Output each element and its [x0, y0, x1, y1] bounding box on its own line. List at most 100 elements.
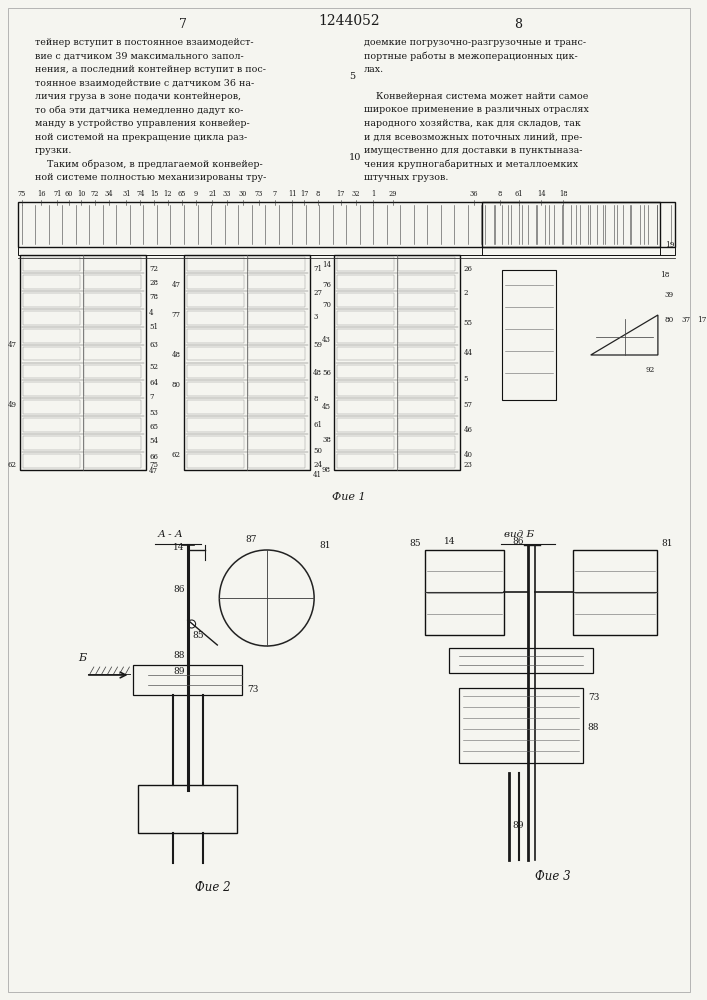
Bar: [337, 436, 394, 450]
Bar: [398, 454, 455, 468]
Text: 81: 81: [662, 540, 673, 548]
Text: широкое применение в различных отраслях: широкое применение в различных отраслях: [363, 105, 588, 114]
Text: штучных грузов.: штучных грузов.: [363, 173, 448, 182]
Text: 36: 36: [470, 190, 479, 198]
Text: 70: 70: [322, 301, 331, 309]
Bar: [23, 454, 80, 468]
Text: 47: 47: [8, 341, 17, 349]
Bar: [84, 364, 141, 378]
Bar: [248, 400, 305, 414]
Text: 39: 39: [665, 291, 674, 299]
Text: 31: 31: [122, 190, 131, 198]
Bar: [337, 382, 394, 396]
Text: 80: 80: [665, 316, 674, 324]
Text: 73: 73: [255, 190, 263, 198]
Bar: [20, 255, 146, 470]
Text: 27: 27: [313, 289, 322, 297]
Text: 73: 73: [588, 694, 599, 702]
Text: 92: 92: [645, 366, 654, 374]
Text: 17: 17: [697, 316, 707, 324]
Text: 19: 19: [665, 241, 674, 249]
Bar: [23, 382, 80, 396]
Bar: [23, 436, 80, 450]
Text: 16: 16: [37, 190, 46, 198]
Text: 17: 17: [300, 190, 308, 198]
Text: 8: 8: [498, 190, 502, 198]
Bar: [84, 311, 141, 325]
Text: 43: 43: [322, 336, 331, 344]
Text: 41: 41: [313, 471, 322, 479]
Bar: [248, 257, 305, 271]
Text: 98: 98: [322, 466, 331, 474]
Text: 59: 59: [313, 341, 322, 349]
Bar: [187, 329, 244, 343]
Text: 86: 86: [512, 538, 524, 546]
Text: 4: 4: [149, 309, 153, 317]
Circle shape: [187, 620, 196, 628]
Text: 55: 55: [463, 319, 472, 327]
Text: 8: 8: [313, 395, 317, 403]
Text: 52: 52: [149, 363, 158, 371]
Bar: [187, 311, 244, 325]
Text: 47: 47: [172, 281, 181, 289]
Bar: [187, 364, 244, 378]
Text: доемкие погрузочно-разгрузочные и транс-: доемкие погрузочно-разгрузочные и транс-: [363, 38, 585, 47]
Bar: [23, 329, 80, 343]
Text: 76: 76: [322, 281, 331, 289]
Text: 30: 30: [239, 190, 247, 198]
Text: 51: 51: [149, 323, 158, 331]
Bar: [248, 382, 305, 396]
Text: 15: 15: [150, 190, 158, 198]
Bar: [84, 382, 141, 396]
Text: 7: 7: [149, 393, 153, 401]
Text: 75: 75: [18, 190, 26, 198]
Bar: [482, 202, 660, 247]
Bar: [398, 418, 455, 432]
Text: 32: 32: [351, 190, 360, 198]
Bar: [84, 418, 141, 432]
Text: 71: 71: [53, 190, 62, 198]
Text: 65: 65: [149, 423, 158, 431]
Bar: [187, 418, 244, 432]
Text: 78: 78: [149, 293, 158, 301]
Text: 14: 14: [173, 544, 185, 552]
Text: 85: 85: [409, 540, 421, 548]
Bar: [398, 293, 455, 307]
Text: и для всевозможных поточных линий, пре-: и для всевозможных поточных линий, пре-: [363, 132, 582, 141]
Text: 1: 1: [371, 190, 375, 198]
Text: 38: 38: [322, 436, 331, 444]
Bar: [460, 688, 583, 763]
Text: ной системе полностью механизированы тру-: ной системе полностью механизированы тру…: [35, 173, 266, 182]
Text: А - А: А - А: [158, 530, 184, 539]
Text: 10: 10: [349, 153, 361, 162]
Text: 46: 46: [463, 426, 472, 434]
Bar: [84, 400, 141, 414]
Text: 1244052: 1244052: [318, 14, 380, 28]
Bar: [248, 364, 305, 378]
Bar: [482, 247, 660, 255]
Text: 23: 23: [463, 461, 472, 469]
Bar: [425, 550, 504, 635]
Bar: [248, 454, 305, 468]
Text: 45: 45: [322, 403, 331, 411]
Text: грузки.: грузки.: [35, 146, 72, 155]
Text: портные работы в межоперационных цик-: портные работы в межоперационных цик-: [363, 51, 578, 61]
Bar: [337, 311, 394, 325]
Bar: [184, 255, 310, 470]
Bar: [18, 202, 674, 247]
Text: 48: 48: [313, 369, 322, 377]
Bar: [502, 270, 556, 400]
Text: 87: 87: [245, 536, 257, 544]
Bar: [84, 436, 141, 450]
Bar: [18, 247, 674, 255]
Text: 89: 89: [513, 820, 525, 830]
Text: 65: 65: [177, 190, 186, 198]
Text: нения, а последний контейнер вступит в пос-: нения, а последний контейнер вступит в п…: [35, 65, 266, 74]
Text: 47: 47: [149, 467, 158, 475]
Text: 48: 48: [172, 351, 181, 359]
Bar: [573, 550, 657, 635]
Text: 17: 17: [337, 190, 345, 198]
Text: 88: 88: [588, 724, 600, 732]
Bar: [84, 454, 141, 468]
Bar: [337, 293, 394, 307]
